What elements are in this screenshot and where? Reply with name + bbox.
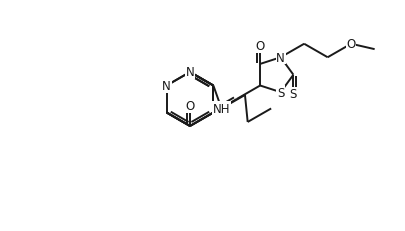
Text: N: N: [185, 66, 194, 79]
Text: N: N: [162, 80, 171, 93]
Text: NH: NH: [212, 103, 230, 116]
Text: N: N: [276, 52, 284, 64]
Text: O: O: [345, 38, 355, 51]
Text: S: S: [289, 88, 296, 101]
Text: S: S: [276, 86, 284, 99]
Text: O: O: [255, 40, 264, 53]
Text: O: O: [185, 100, 194, 113]
